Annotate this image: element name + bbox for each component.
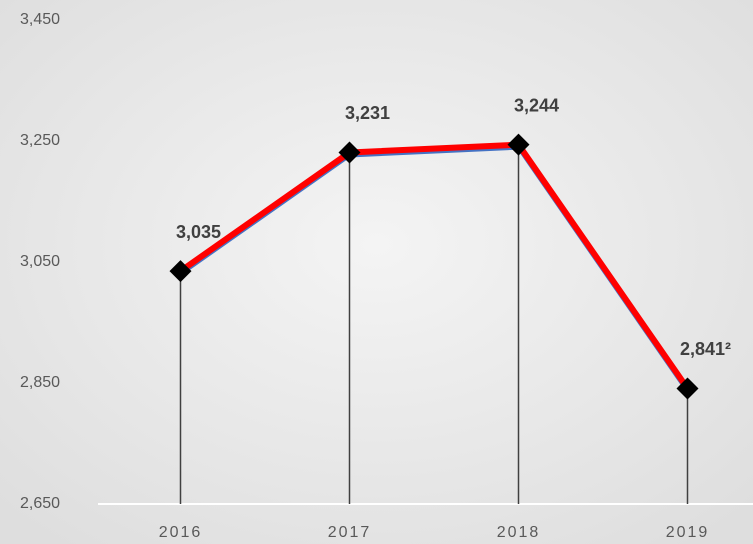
x-tick-label: 2016 bbox=[159, 524, 203, 541]
y-tick-label: 3,050 bbox=[20, 253, 60, 270]
x-tick-label: 2017 bbox=[328, 524, 372, 541]
value-label: 3,244 bbox=[514, 95, 559, 115]
marker bbox=[676, 377, 699, 400]
y-tick-label: 2,850 bbox=[20, 374, 60, 391]
value-label: 2,841² bbox=[680, 339, 731, 359]
x-tick-label: 2018 bbox=[497, 524, 541, 541]
y-tick-label: 3,450 bbox=[20, 11, 60, 28]
y-tick-label: 2,650 bbox=[20, 495, 60, 512]
y-tick-label: 3,250 bbox=[20, 132, 60, 149]
line bbox=[178, 141, 690, 391]
marker bbox=[507, 133, 530, 156]
marker bbox=[169, 260, 192, 283]
value-label: 3,231 bbox=[345, 103, 390, 123]
marker bbox=[338, 141, 361, 164]
value-label: 3,035 bbox=[176, 222, 221, 242]
x-tick-label: 2019 bbox=[666, 524, 710, 541]
